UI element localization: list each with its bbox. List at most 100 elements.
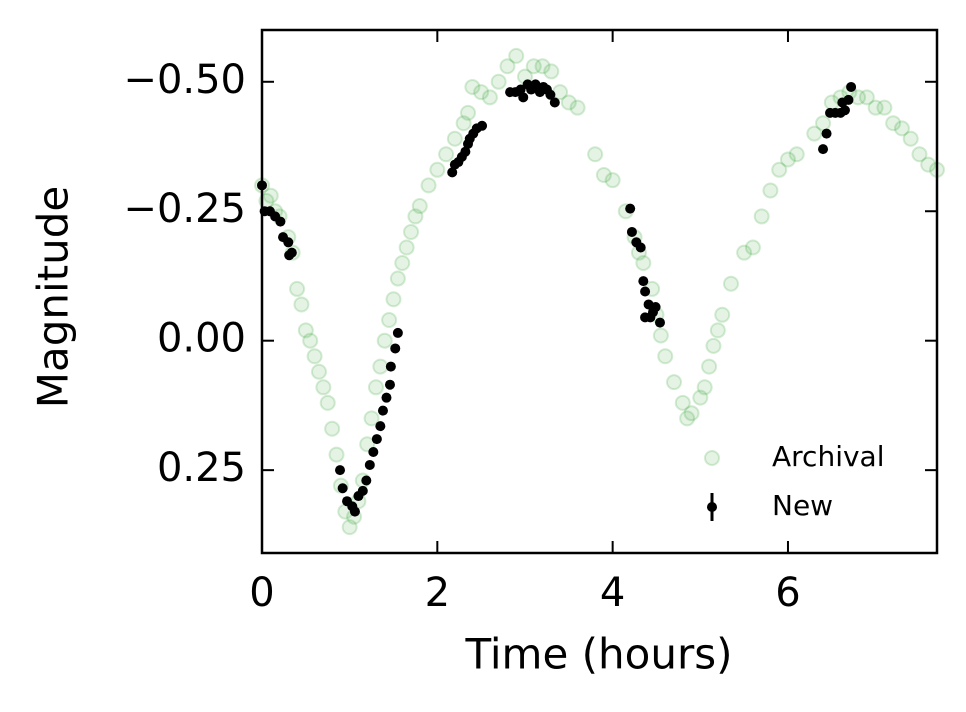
- y-axis-label: Magnitude: [29, 186, 78, 409]
- archival-point: [508, 47, 525, 64]
- archival-point: [604, 172, 621, 189]
- y-tick-label: −0.50: [123, 57, 246, 103]
- archival-point: [705, 337, 722, 354]
- new-point: [638, 276, 649, 287]
- series-1: [257, 79, 857, 517]
- new-point: [283, 237, 294, 248]
- archival-point: [297, 322, 314, 339]
- archival-point: [635, 255, 652, 272]
- x-tick-label: 6: [775, 570, 800, 616]
- new-point: [843, 94, 854, 105]
- archival-point: [753, 208, 770, 225]
- legend-label: New: [772, 489, 833, 522]
- y-tick-label: 0.00: [157, 316, 246, 362]
- new-point: [447, 167, 458, 178]
- archival-point: [328, 446, 345, 463]
- archival-point: [595, 166, 612, 183]
- new-point: [275, 216, 286, 227]
- archival-point: [692, 389, 709, 406]
- new-point: [390, 343, 401, 354]
- archival-point: [481, 89, 498, 106]
- new-point: [635, 242, 646, 253]
- new-point: [626, 226, 637, 237]
- new-point: [518, 92, 529, 103]
- y-tick-label: 0.25: [157, 445, 246, 491]
- archival-point: [560, 94, 577, 111]
- archival-point: [389, 270, 406, 287]
- archival-point: [771, 161, 788, 178]
- new-point: [647, 307, 658, 318]
- archival-point: [788, 146, 805, 163]
- archival-point: [302, 332, 319, 349]
- new-point: [640, 286, 651, 297]
- new-point: [846, 81, 857, 92]
- y-tick-label: −0.25: [123, 186, 246, 232]
- archival-point: [490, 73, 507, 90]
- archival-point: [709, 322, 726, 339]
- new-point: [364, 459, 375, 470]
- archival-point: [341, 519, 358, 536]
- archival-point: [438, 146, 455, 163]
- archival-point: [407, 208, 424, 225]
- archival-point: [319, 394, 336, 411]
- new-point: [337, 483, 348, 494]
- archival-point: [372, 358, 389, 375]
- archival-point: [398, 239, 415, 256]
- x-tick-label: 4: [600, 570, 625, 616]
- archival-point: [394, 255, 411, 272]
- archival-point: [534, 58, 551, 75]
- archival-point: [722, 275, 739, 292]
- archival-point: [683, 405, 700, 422]
- new-point: [477, 120, 488, 131]
- archival-point: [920, 156, 937, 173]
- archival-point: [525, 58, 542, 75]
- legend-marker: [704, 450, 720, 466]
- archival-point: [376, 332, 393, 349]
- archival-point: [666, 374, 683, 391]
- archival-point: [499, 58, 516, 75]
- archival-point: [411, 198, 428, 215]
- archival-point: [858, 89, 875, 106]
- x-axis-label: Time (hours): [465, 630, 733, 679]
- archival-point: [714, 306, 731, 323]
- archival-point: [762, 182, 779, 199]
- archival-point: [460, 104, 477, 121]
- archival-point: [657, 348, 674, 365]
- new-point: [377, 405, 388, 416]
- archival-point: [779, 151, 796, 168]
- archival-point: [306, 348, 323, 365]
- archival-point: [587, 146, 604, 163]
- archival-point: [367, 379, 384, 396]
- new-point: [460, 146, 471, 157]
- archival-point: [429, 161, 446, 178]
- archival-point: [385, 291, 402, 308]
- archival-point: [736, 244, 753, 261]
- new-point: [286, 247, 297, 258]
- new-point: [654, 317, 665, 328]
- archival-point: [293, 296, 310, 313]
- new-point: [549, 97, 560, 108]
- archival-point: [315, 379, 332, 396]
- archival-point: [674, 394, 691, 411]
- new-point: [545, 89, 556, 100]
- new-point: [839, 105, 850, 116]
- new-point: [392, 327, 403, 338]
- new-point: [625, 203, 636, 214]
- archival-point: [543, 63, 560, 80]
- archival-point: [324, 420, 341, 437]
- archival-point: [744, 239, 761, 256]
- new-point: [335, 465, 346, 476]
- archival-point: [464, 78, 481, 95]
- archival-point: [911, 146, 928, 163]
- archival-point: [455, 115, 472, 132]
- x-tick-label: 0: [249, 570, 274, 616]
- archival-point: [696, 379, 713, 396]
- new-point: [357, 485, 368, 496]
- archival-point: [446, 130, 463, 147]
- new-point: [368, 447, 379, 458]
- new-point: [818, 144, 829, 155]
- archival-point: [420, 177, 437, 194]
- archival-point: [569, 99, 586, 116]
- archival-point: [359, 436, 376, 453]
